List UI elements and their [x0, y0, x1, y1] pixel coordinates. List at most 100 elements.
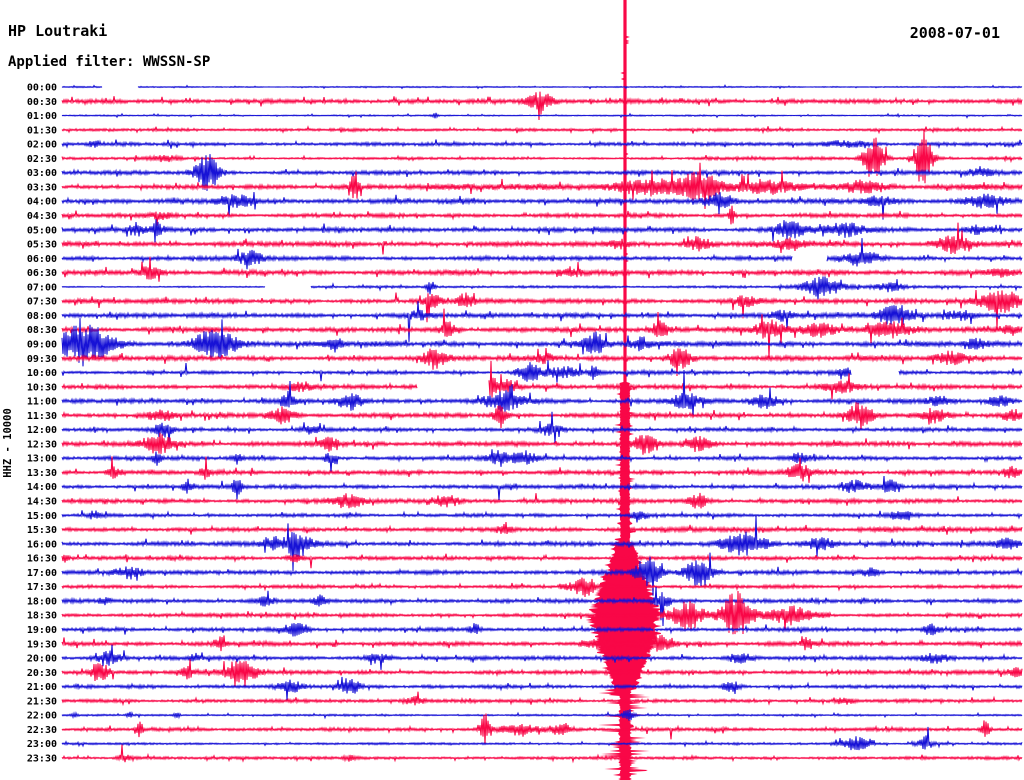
seismogram-trace-13:00[interactable] [61, 449, 1023, 474]
time-label-13:00: 13:00 [27, 454, 57, 465]
time-label-10:30: 10:30 [27, 382, 57, 393]
seismogram-trace-19:00[interactable] [61, 622, 1023, 637]
seismogram-trace-06:00[interactable] [61, 238, 1023, 270]
time-label-08:30: 08:30 [27, 325, 57, 336]
time-label-09:30: 09:30 [27, 354, 57, 365]
time-label-19:30: 19:30 [27, 639, 57, 650]
time-label-20:00: 20:00 [27, 654, 57, 665]
seismogram-trace-17:30[interactable] [61, 577, 1023, 598]
time-label-19:00: 19:00 [27, 625, 57, 636]
seismogram-trace-14:00[interactable] [61, 475, 1023, 501]
time-label-16:00: 16:00 [27, 539, 57, 550]
seismogram-trace-00:00[interactable] [61, 84, 1023, 90]
seismogram-trace-19:30[interactable] [61, 626, 1023, 654]
seismogram-trace-13:30[interactable] [61, 456, 1023, 483]
seismogram-trace-22:00[interactable] [61, 709, 1023, 721]
time-label-11:30: 11:30 [27, 411, 57, 422]
time-label-15:30: 15:30 [27, 525, 57, 536]
time-label-10:00: 10:00 [27, 368, 57, 379]
time-label-01:30: 01:30 [27, 125, 57, 136]
time-label-17:30: 17:30 [27, 582, 57, 593]
date-label: 2008-07-01 [910, 24, 1000, 42]
seismogram-trace-18:00[interactable] [61, 586, 1023, 627]
time-label-02:00: 02:00 [27, 140, 57, 151]
seismogram-trace-21:00[interactable] [61, 676, 1023, 701]
seismogram-trace-09:00[interactable] [61, 318, 1023, 367]
seismogram-trace-02:00[interactable] [61, 139, 1023, 149]
seismogram-trace-04:30[interactable] [61, 205, 1023, 226]
seismogram-trace-06:30[interactable] [61, 256, 1023, 282]
time-label-12:30: 12:30 [27, 439, 57, 450]
seismogram-trace-00:30[interactable] [61, 91, 1023, 121]
time-label-05:30: 05:30 [27, 240, 57, 251]
seismogram-trace-17:00[interactable] [61, 552, 1023, 596]
seismogram-trace-16:30[interactable] [61, 553, 1023, 569]
time-label-13:30: 13:30 [27, 468, 57, 479]
time-label-12:00: 12:00 [27, 425, 57, 436]
seismogram-trace-15:30[interactable] [61, 521, 1023, 535]
time-label-21:00: 21:00 [27, 682, 57, 693]
time-label-06:00: 06:00 [27, 254, 57, 265]
time-label-21:30: 21:30 [27, 696, 57, 707]
time-label-18:30: 18:30 [27, 611, 57, 622]
time-label-03:00: 03:00 [27, 168, 57, 179]
seismogram-trace-23:30[interactable] [61, 744, 1023, 764]
seismogram-trace-23:00[interactable] [61, 726, 1023, 751]
seismogram-trace-14:30[interactable] [61, 492, 1023, 509]
time-label-04:00: 04:00 [27, 197, 57, 208]
time-label-11:00: 11:00 [27, 397, 57, 408]
seismogram-trace-05:00[interactable] [61, 219, 1023, 243]
seismogram-trace-20:00[interactable] [61, 644, 1023, 670]
seismogram-trace-02:30[interactable] [61, 130, 1023, 184]
seismogram-trace-20:30[interactable] [61, 659, 1023, 687]
time-label-06:30: 06:30 [27, 268, 57, 279]
time-label-01:00: 01:00 [27, 111, 57, 122]
time-label-07:00: 07:00 [27, 282, 57, 293]
clipped-event-column-layer [583, 0, 667, 780]
applied-filter-label: Applied filter: WWSSN-SP [8, 54, 210, 70]
clipped-event-trace [583, 0, 667, 780]
time-label-14:00: 14:00 [27, 482, 57, 493]
seismogram-trace-21:30[interactable] [61, 691, 1023, 707]
time-label-20:30: 20:30 [27, 668, 57, 679]
time-label-08:00: 08:00 [27, 311, 57, 322]
seismogram-trace-03:00[interactable] [61, 154, 1023, 191]
station-title: HP Loutraki [8, 22, 107, 40]
seismogram-trace-22:30[interactable] [61, 713, 1023, 745]
seismogram-trace-03:30[interactable] [61, 162, 1023, 210]
channel-axis-label: HHZ - 10000 [2, 408, 14, 478]
seismogram-trace-01:30[interactable] [61, 125, 1023, 135]
seismogram-trace-11:00[interactable] [61, 369, 1023, 417]
time-label-23:30: 23:30 [27, 754, 57, 765]
seismogram-trace-07:30[interactable] [61, 289, 1023, 331]
time-label-00:30: 00:30 [27, 97, 57, 108]
time-label-03:30: 03:30 [27, 182, 57, 193]
seismogram-trace-10:30[interactable] [61, 360, 1023, 401]
time-label-14:30: 14:30 [27, 497, 57, 508]
seismogram-trace-09:30[interactable] [61, 347, 1023, 377]
seismogram-trace-01:00[interactable] [61, 112, 1023, 119]
seismogram-trace-08:00[interactable] [61, 301, 1023, 342]
seismogram-trace-15:00[interactable] [61, 510, 1023, 523]
time-label-04:30: 04:30 [27, 211, 57, 222]
time-label-layer: 00:00 00:30 01:00 01:30 02:00 02:30 03:00 03:30… [27, 83, 57, 765]
seismogram-trace-10:00[interactable] [61, 360, 1023, 383]
time-label-17:00: 17:00 [27, 568, 57, 579]
time-label-05:00: 05:00 [27, 225, 57, 236]
time-label-00:00: 00:00 [27, 83, 57, 94]
time-label-22:00: 22:00 [27, 711, 57, 722]
seismogram-trace-11:30[interactable] [61, 402, 1023, 431]
time-label-07:30: 07:30 [27, 297, 57, 308]
seismogram-trace-04:00[interactable] [61, 192, 1023, 220]
seismogram-trace-12:00[interactable] [61, 411, 1023, 447]
seismogram-trace-07:00[interactable] [61, 276, 1023, 302]
seismogram-trace-12:30[interactable] [61, 432, 1023, 455]
time-label-18:00: 18:00 [27, 597, 57, 608]
seismogram-trace-18:30[interactable] [61, 590, 1023, 635]
time-label-09:00: 09:00 [27, 340, 57, 351]
time-label-15:00: 15:00 [27, 511, 57, 522]
seismogram-trace-16:00[interactable] [61, 515, 1023, 571]
time-label-16:30: 16:30 [27, 554, 57, 565]
